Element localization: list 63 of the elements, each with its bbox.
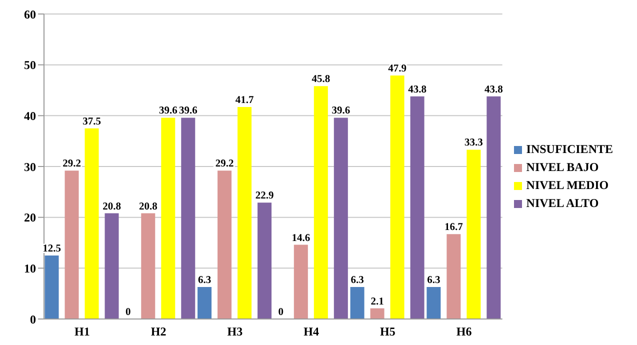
data-label: 14.6 [292, 232, 310, 244]
legend-label: NIVEL ALTO [526, 196, 599, 210]
bar [198, 286, 212, 319]
x-tick-label: H6 [456, 324, 472, 339]
y-tick-label: 50 [24, 58, 36, 72]
data-label: 33.3 [464, 138, 483, 149]
bar [350, 286, 364, 319]
data-label: 47.9 [388, 64, 406, 75]
data-label: 6.3 [427, 274, 440, 286]
legend-label: NIVEL MEDIO [526, 178, 609, 192]
legend-label: NIVEL BAJO [526, 160, 599, 174]
bar [238, 107, 252, 319]
data-label: 39.6 [158, 106, 178, 117]
y-tick-label: 30 [24, 160, 36, 174]
data-label: 6.3 [350, 274, 364, 286]
data-label: 39.6 [178, 106, 198, 117]
bar [370, 308, 384, 319]
data-label: 41.7 [235, 95, 254, 106]
x-tick-label: H1 [74, 324, 90, 339]
legend-label: INSUFICIENTE [526, 142, 613, 156]
x-tick-label: H2 [150, 324, 166, 339]
bar [314, 86, 328, 319]
data-label: 37.5 [82, 116, 101, 128]
data-label: 0 [278, 306, 284, 318]
data-label: 6.3 [198, 274, 212, 286]
y-tick-label: 60 [24, 7, 36, 22]
y-tick-label: 10 [24, 261, 36, 276]
bar [84, 128, 99, 319]
data-label: 0 [126, 306, 131, 318]
bar [258, 202, 272, 319]
bar [141, 213, 156, 319]
data-label: 29.2 [62, 158, 81, 170]
data-label: 43.8 [408, 84, 426, 96]
bar [294, 244, 308, 319]
data-label: 20.8 [102, 201, 121, 212]
bar [104, 213, 119, 319]
y-tick-label: 40 [24, 108, 36, 123]
bar [466, 150, 481, 319]
data-label: 12.5 [42, 243, 61, 254]
data-label: 2.1 [370, 296, 384, 308]
bar [390, 76, 404, 319]
bar [44, 255, 59, 319]
bar [410, 96, 424, 319]
bar [446, 234, 461, 319]
data-label: 43.8 [484, 84, 503, 96]
x-tick-label: H3 [227, 324, 243, 339]
bar [218, 170, 232, 319]
y-tick-label: 20 [24, 210, 36, 225]
x-tick-label: H5 [380, 324, 396, 339]
bar [181, 118, 196, 319]
y-tick-label: 0 [30, 312, 36, 326]
bar [486, 96, 501, 319]
data-label: 45.8 [312, 74, 330, 86]
bar [64, 170, 79, 319]
data-label: 20.8 [138, 201, 158, 212]
data-label: 29.2 [215, 158, 234, 170]
bar [334, 118, 348, 319]
x-tick-label: H4 [304, 324, 320, 339]
data-label: 16.7 [444, 222, 463, 234]
bar [426, 286, 441, 319]
data-label: 22.9 [255, 190, 274, 202]
bar [161, 118, 176, 319]
data-label: 39.6 [332, 106, 350, 117]
